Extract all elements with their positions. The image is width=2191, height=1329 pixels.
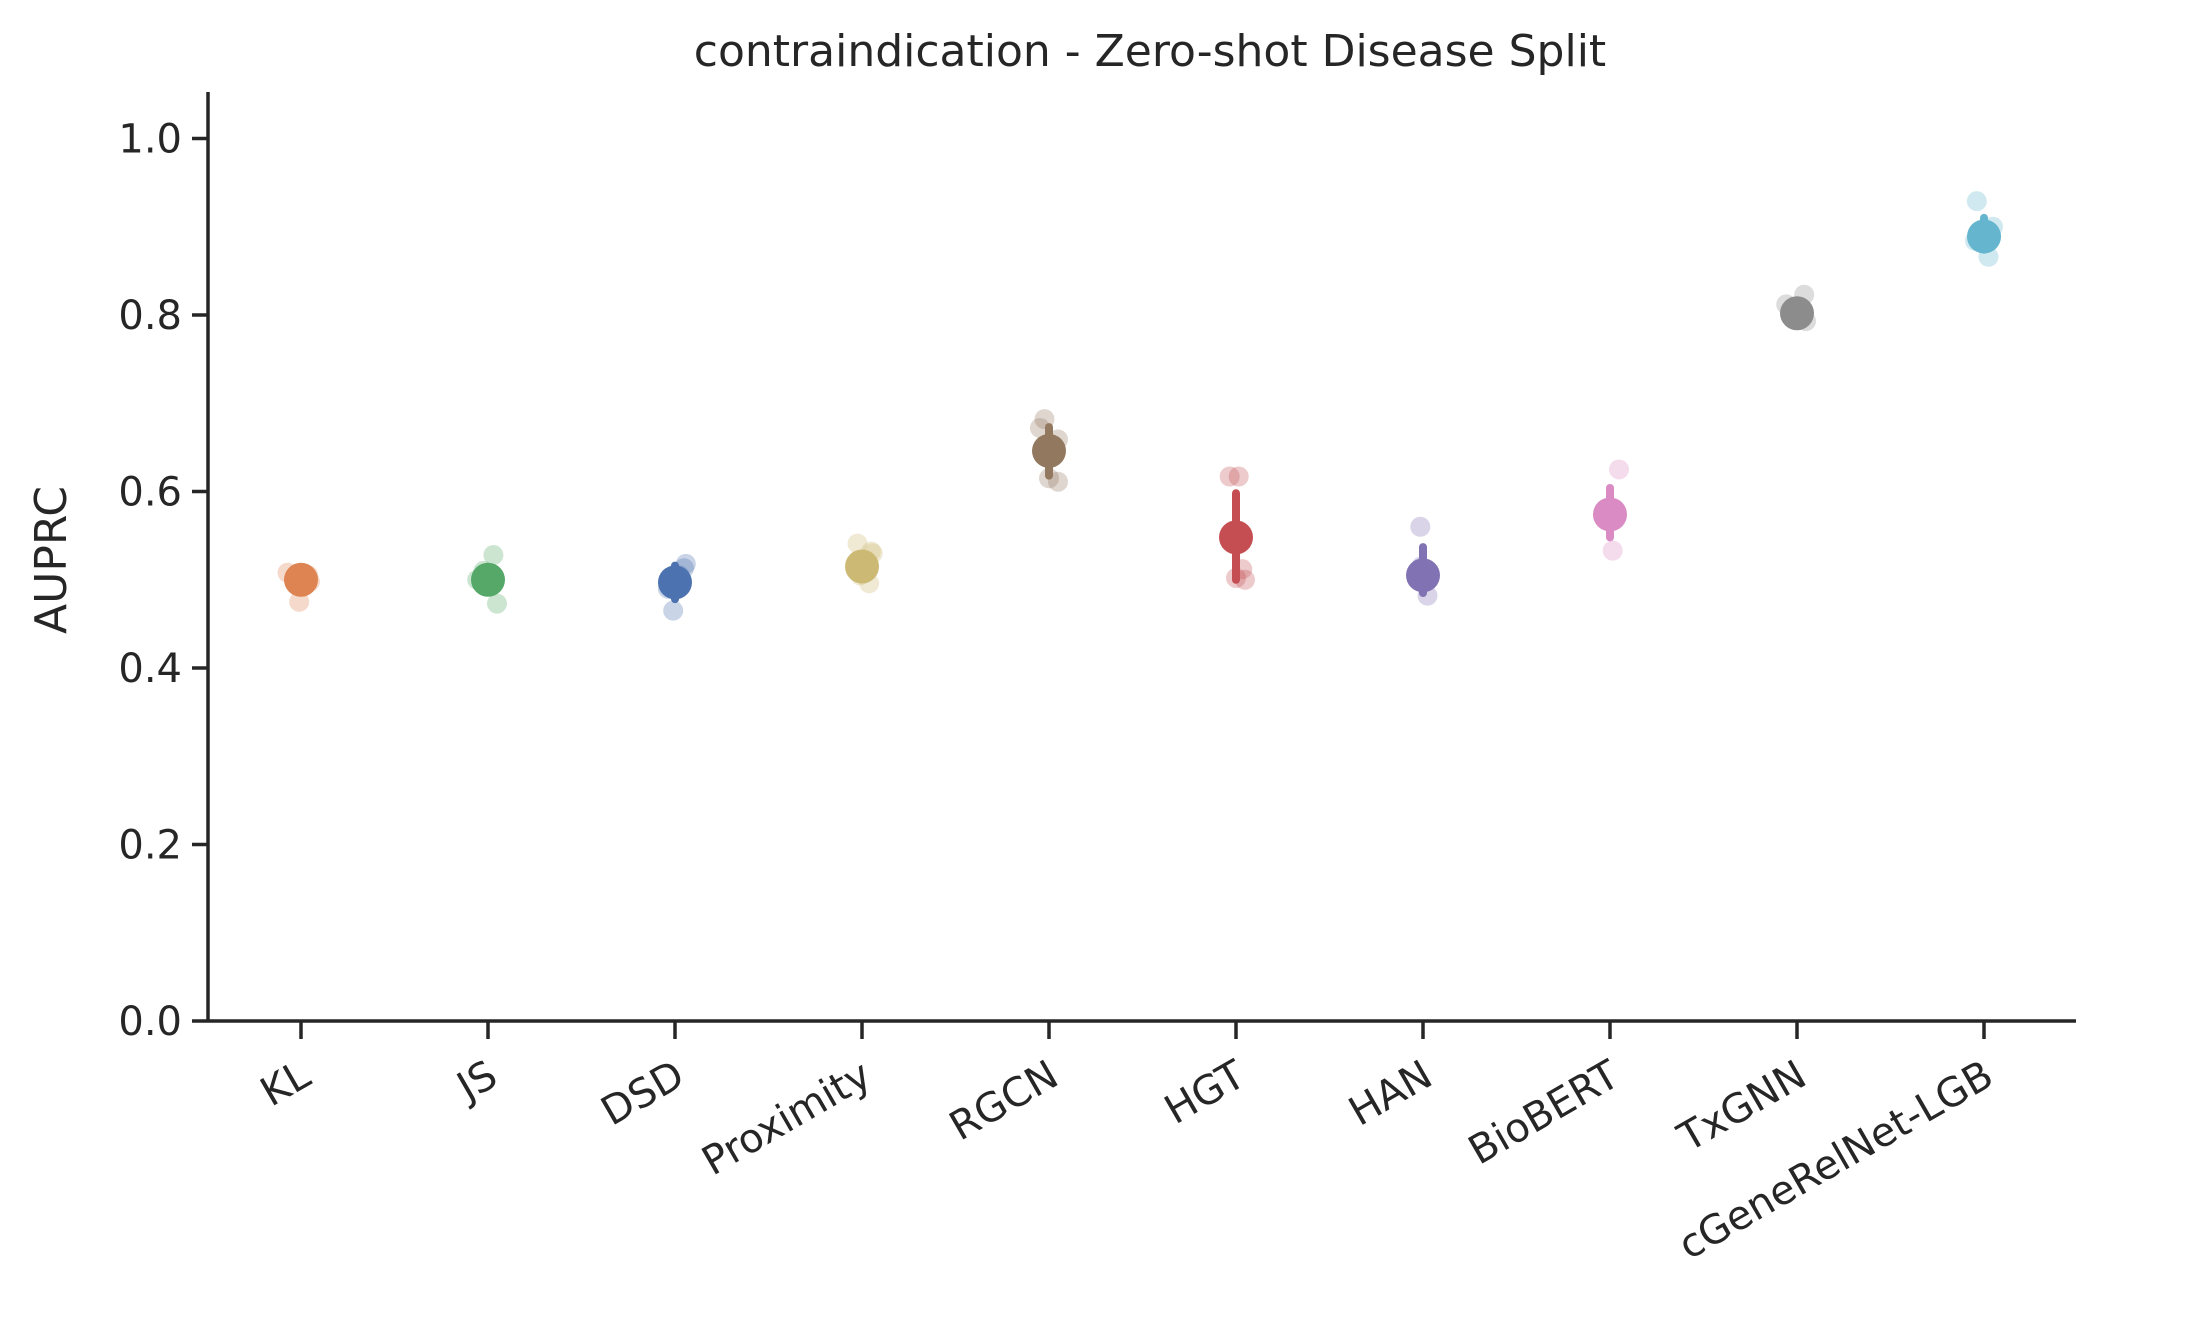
x-tick-label: Proximity <box>695 1052 879 1185</box>
chart-marks <box>277 191 2003 621</box>
y-axis-label: AUPRC <box>26 486 77 634</box>
x-tick-label: cGeneRelNet-LGB <box>1671 1052 2001 1269</box>
data-point <box>847 533 868 554</box>
y-tick-label: 1.0 <box>118 117 182 163</box>
data-point <box>483 545 504 566</box>
data-point <box>1410 516 1431 537</box>
data-point <box>1609 459 1629 480</box>
data-point <box>1966 191 1987 212</box>
chart-title: contraindication - Zero-shot Disease Spl… <box>694 26 1606 77</box>
data-point <box>1219 466 1240 487</box>
x-tick-label: KL <box>253 1051 319 1115</box>
data-point <box>1228 466 1249 487</box>
y-tick-label: 0.0 <box>118 999 182 1045</box>
mean-marker <box>1219 520 1253 555</box>
data-point <box>1048 471 1068 492</box>
x-tick-label: BioBERT <box>1461 1052 1627 1175</box>
y-tick-label: 0.8 <box>118 293 182 339</box>
data-point <box>289 591 310 612</box>
x-tick-label: JS <box>447 1052 505 1112</box>
mean-marker <box>845 549 879 584</box>
x-tick-label: HGT <box>1157 1052 1253 1134</box>
data-point <box>487 593 507 614</box>
y-tick-label: 0.2 <box>118 823 182 869</box>
y-tick-label: 0.4 <box>118 646 182 692</box>
x-tick-label: DSD <box>594 1052 692 1135</box>
x-tick-label: RGCN <box>942 1052 1066 1150</box>
y-ticks: 0.0 0.2 0.4 0.6 0.8 1.0 <box>118 117 208 1045</box>
y-tick-label: 0.6 <box>118 470 182 516</box>
mean-marker <box>284 562 318 597</box>
mean-marker <box>1780 296 1814 331</box>
mean-marker <box>1593 497 1627 532</box>
mean-marker <box>471 562 505 597</box>
mean-marker <box>1406 558 1440 593</box>
data-point <box>1602 540 1623 561</box>
data-point <box>663 600 684 621</box>
mean-marker <box>1967 219 2001 254</box>
mean-marker <box>658 565 692 600</box>
x-ticks: KL JS DSD Proximity RGCN HGT HAN BioBERT TxGNNcG… <box>253 1021 2001 1269</box>
x-tick-label: HAN <box>1341 1052 1440 1136</box>
mean-marker <box>1032 433 1066 468</box>
x-tick-label: TxGNN <box>1670 1052 1814 1162</box>
